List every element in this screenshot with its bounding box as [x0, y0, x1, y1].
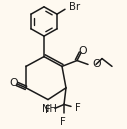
Text: Br: Br [69, 2, 80, 12]
Text: F: F [60, 117, 66, 127]
Text: O: O [79, 46, 87, 56]
Text: F: F [45, 105, 51, 115]
Text: NH: NH [42, 104, 56, 114]
Text: O: O [10, 78, 18, 88]
Text: O: O [92, 59, 101, 69]
Text: F: F [75, 103, 81, 113]
